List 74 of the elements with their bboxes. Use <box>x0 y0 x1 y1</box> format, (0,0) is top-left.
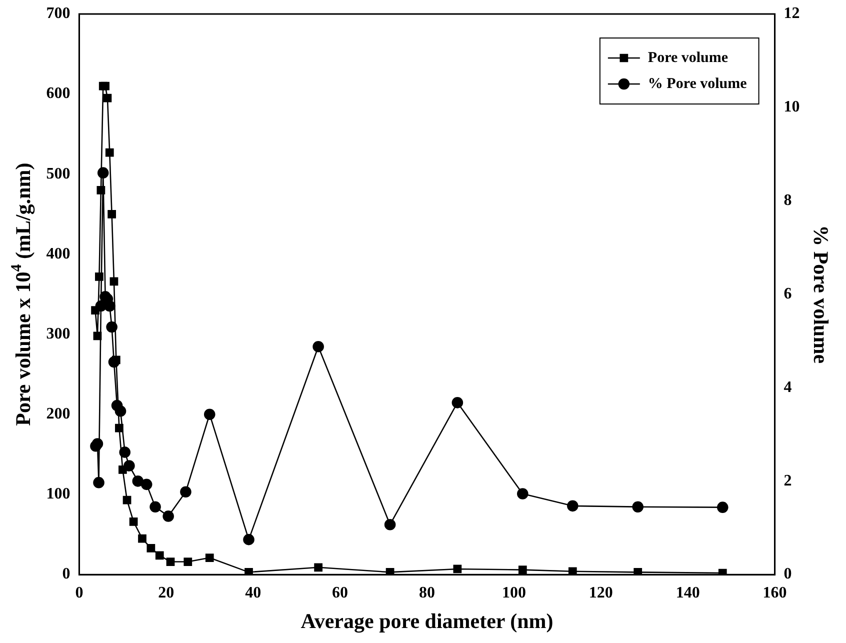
y-tick-label: 600 <box>46 85 70 102</box>
point <box>243 534 254 546</box>
point <box>204 408 216 420</box>
point <box>140 478 152 490</box>
point <box>634 568 642 575</box>
y-tick-label: 400 <box>46 245 70 262</box>
point <box>115 424 124 432</box>
y-tick-label: 700 <box>46 5 70 22</box>
x-tick-label: 100 <box>502 584 526 602</box>
x-axis-title: Average pore diameter (nm) <box>300 608 554 633</box>
point <box>453 564 462 574</box>
point <box>166 558 175 566</box>
point <box>718 568 727 575</box>
point <box>205 554 214 562</box>
x-tick-label: 160 <box>762 584 787 602</box>
y2-tick-label: 10 <box>784 98 800 116</box>
point <box>314 563 322 572</box>
x-tick-label: 40 <box>245 584 262 602</box>
point <box>93 332 102 340</box>
point <box>112 356 120 364</box>
x-tick-label: 20 <box>158 584 174 602</box>
point <box>132 476 144 487</box>
point <box>452 397 464 408</box>
x-tick-label: 140 <box>676 584 700 602</box>
point <box>184 558 192 566</box>
y2-tick-label: 2 <box>784 472 792 490</box>
point <box>91 306 100 315</box>
point <box>119 446 130 458</box>
x-tick-label: 0 <box>75 584 84 602</box>
point <box>92 438 104 450</box>
point <box>122 496 132 504</box>
point <box>96 186 106 194</box>
point <box>146 544 156 552</box>
point <box>101 82 110 90</box>
point <box>110 277 118 286</box>
point <box>118 466 127 474</box>
y-tick-label: 100 <box>46 486 70 503</box>
y-tick-label: 200 <box>46 406 70 423</box>
y-tick-label: 500 <box>46 165 70 182</box>
legend-label: Pore volume <box>648 50 728 66</box>
point <box>384 518 396 530</box>
point <box>180 486 192 498</box>
point <box>518 566 527 574</box>
y-tick-label: 300 <box>46 325 70 342</box>
x-tick-label: 120 <box>588 584 613 602</box>
legend-label: % Pore volume <box>648 76 748 92</box>
point <box>155 551 164 560</box>
point <box>566 500 578 512</box>
point <box>632 501 644 513</box>
point <box>516 488 528 500</box>
point <box>104 300 116 312</box>
point <box>312 340 324 352</box>
y2-tick-label: 8 <box>784 192 792 210</box>
y2-axis-title: % Pore volume <box>808 225 833 364</box>
point <box>716 502 728 513</box>
point <box>105 148 114 157</box>
point <box>162 510 174 522</box>
y2-tick-label: 6 <box>784 285 792 302</box>
point <box>108 210 116 218</box>
point <box>129 518 138 526</box>
point <box>150 501 161 513</box>
point <box>95 272 104 281</box>
y2-tick-label: 0 <box>784 566 792 583</box>
y2-tick-label: 12 <box>784 5 800 22</box>
point <box>93 476 104 488</box>
point <box>103 94 112 102</box>
point <box>568 567 577 575</box>
y-tick-label: 0 <box>62 566 70 583</box>
point <box>244 568 253 575</box>
y-axis-title: Pore volume x 104 (mL/g.nm) <box>9 162 35 426</box>
x-tick-label: 80 <box>419 584 435 602</box>
x-tick-label: 60 <box>332 584 348 602</box>
y2-tick-label: 4 <box>784 378 792 396</box>
point <box>138 534 146 543</box>
